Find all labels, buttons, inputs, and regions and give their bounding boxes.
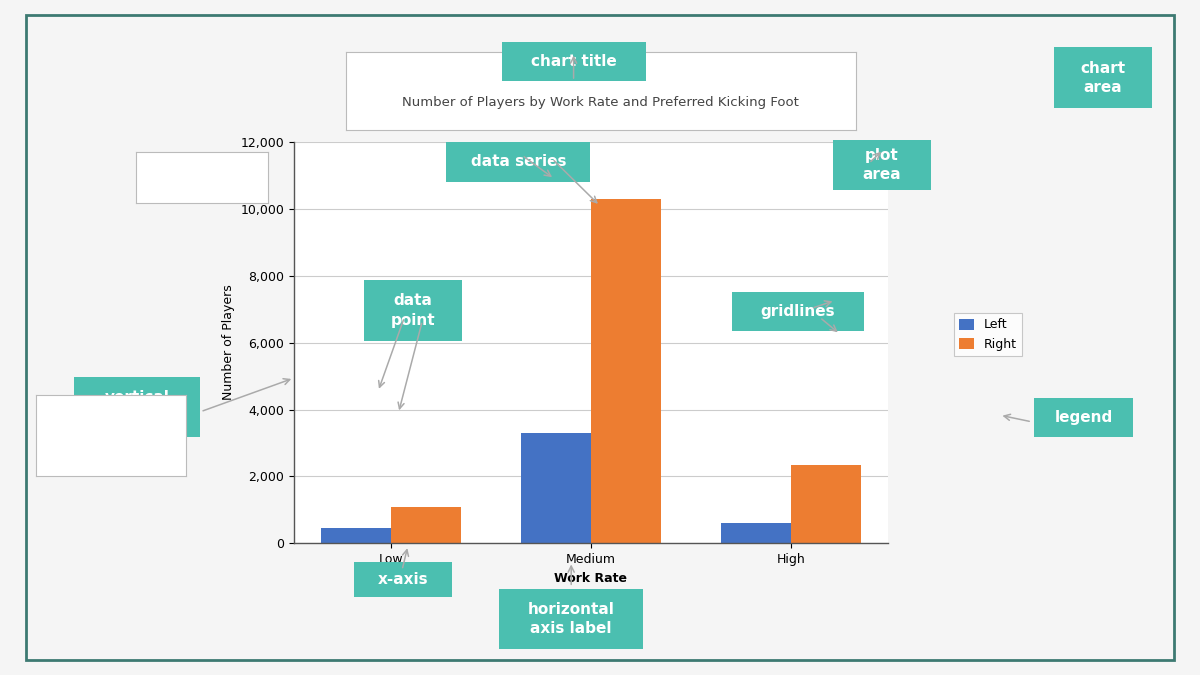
Bar	[791, 464, 862, 543]
X-axis label: Work Rate: Work Rate	[554, 572, 628, 585]
Text: data series: data series	[470, 155, 566, 169]
Bar	[322, 529, 391, 543]
Text: x-axis: x-axis	[378, 572, 428, 587]
Text: data
point: data point	[390, 294, 436, 327]
Y-axis label: Number of Players: Number of Players	[222, 285, 235, 400]
Text: legend: legend	[1055, 410, 1112, 425]
Text: plot
area: plot area	[863, 148, 901, 182]
Bar	[721, 523, 791, 543]
Text: horizontal
axis label: horizontal axis label	[528, 602, 614, 636]
Bar	[592, 198, 661, 543]
Text: gridlines: gridlines	[761, 304, 835, 319]
Text: chart
area: chart area	[1080, 61, 1126, 95]
Bar	[521, 433, 592, 543]
Text: y-axis: y-axis	[180, 165, 230, 180]
Text: chart title: chart title	[530, 54, 617, 69]
Bar	[391, 506, 461, 543]
Legend: Left, Right: Left, Right	[954, 313, 1021, 356]
Text: vertical
axis label: vertical axis label	[97, 390, 178, 424]
Text: Number of Players by Work Rate and Preferred Kicking Foot: Number of Players by Work Rate and Prefe…	[402, 96, 799, 109]
